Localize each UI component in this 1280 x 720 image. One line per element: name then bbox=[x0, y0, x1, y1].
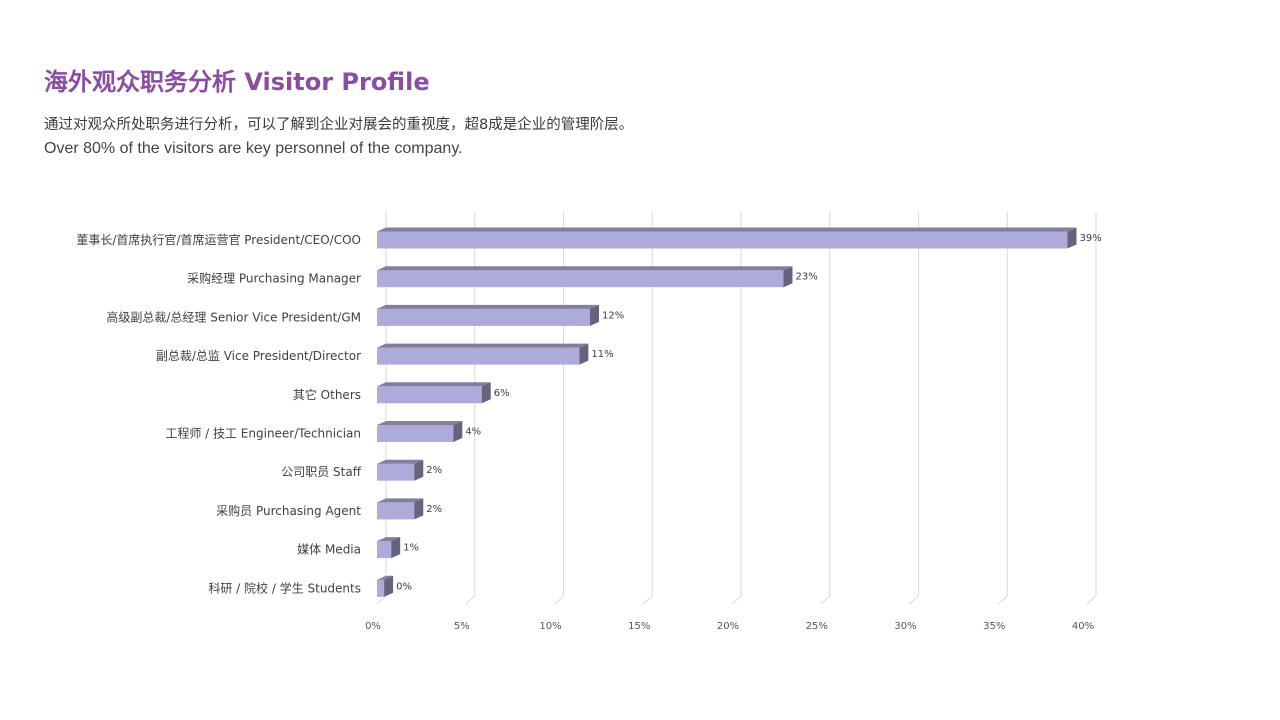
bar-side bbox=[391, 537, 401, 559]
bar bbox=[377, 502, 415, 520]
bar-top bbox=[377, 382, 491, 387]
bar-side bbox=[579, 343, 589, 365]
bar-top bbox=[377, 421, 463, 425]
bar bbox=[377, 425, 454, 442]
gridline-floor bbox=[909, 595, 919, 605]
x-tick-label: 15% bbox=[628, 621, 650, 632]
page-title: 海外观众职务分析 Visitor Profile bbox=[44, 68, 430, 96]
bar bbox=[377, 347, 580, 365]
category-label: 采购经理 Purchasing Manager bbox=[187, 271, 361, 286]
bar-side bbox=[384, 575, 394, 597]
bar-top bbox=[377, 304, 599, 309]
x-tick-label: 30% bbox=[894, 621, 916, 632]
category-label: 副总裁/总监 Vice President/Director bbox=[156, 349, 361, 363]
bar-top bbox=[377, 227, 1077, 232]
gridline-floor bbox=[465, 595, 476, 605]
bar bbox=[377, 308, 590, 326]
x-tick-label: 20% bbox=[717, 621, 739, 632]
bar-side bbox=[453, 421, 463, 442]
gridline-floor bbox=[731, 595, 742, 605]
bar bbox=[377, 579, 385, 597]
category-label: 其它 Others bbox=[293, 387, 361, 402]
gridline-floor bbox=[1086, 595, 1097, 605]
value-label: 11% bbox=[591, 349, 613, 360]
category-label: 采购员 Purchasing Agent bbox=[216, 503, 361, 518]
gridline-floor bbox=[554, 595, 564, 605]
value-label: 2% bbox=[426, 465, 442, 476]
category-label: 董事长/首席执行官/首席运营官 President/CEO/COO bbox=[76, 232, 361, 247]
bar-side bbox=[783, 266, 793, 288]
x-tick-label: 35% bbox=[983, 621, 1005, 632]
x-tick-label: 0% bbox=[365, 621, 381, 632]
value-label: 39% bbox=[1079, 233, 1101, 244]
bar-top bbox=[377, 343, 589, 348]
category-label: 公司职员 Staff bbox=[281, 465, 361, 479]
bar bbox=[377, 463, 415, 481]
value-label: 12% bbox=[602, 310, 624, 321]
value-label: 4% bbox=[465, 427, 481, 438]
gridline-floor bbox=[642, 595, 653, 605]
x-tick-label: 10% bbox=[539, 621, 561, 632]
value-label: 1% bbox=[403, 543, 419, 554]
bar-side bbox=[481, 382, 491, 404]
category-label: 工程师 / 技工 Engineer/Technician bbox=[165, 426, 361, 441]
bar-top bbox=[377, 498, 424, 503]
value-label: 23% bbox=[795, 272, 817, 283]
bar-side bbox=[414, 498, 424, 520]
bar-side bbox=[414, 459, 424, 481]
bar-top bbox=[377, 575, 394, 580]
bar-top bbox=[377, 266, 793, 271]
category-label: 媒体 Media bbox=[297, 543, 361, 557]
value-label: 6% bbox=[494, 388, 510, 399]
gridline-floor bbox=[376, 595, 387, 605]
x-tick-label: 5% bbox=[454, 621, 470, 632]
bar bbox=[377, 270, 784, 288]
description-english: Over 80% of the visitors are key personn… bbox=[44, 140, 463, 157]
gridline-floor bbox=[820, 595, 831, 605]
x-tick-label: 40% bbox=[1072, 621, 1094, 632]
bar bbox=[377, 386, 482, 404]
x-tick-label: 25% bbox=[806, 621, 828, 632]
value-label: 2% bbox=[426, 504, 442, 515]
bar-side bbox=[590, 304, 599, 326]
bar-side bbox=[1067, 227, 1077, 249]
value-label: 0% bbox=[396, 581, 412, 592]
gridline-floor bbox=[997, 595, 1008, 605]
bar bbox=[377, 231, 1068, 249]
bar bbox=[377, 541, 392, 559]
bar-top bbox=[377, 537, 401, 542]
category-label: 高级副总裁/总经理 Senior Vice President/GM bbox=[106, 309, 361, 324]
description-chinese: 通过对观众所处职务进行分析，可以了解到企业对展会的重视度，超8成是企业的管理阶层… bbox=[44, 117, 634, 133]
category-label: 科研 / 院校 / 学生 Students bbox=[208, 580, 361, 595]
bar-top bbox=[377, 459, 424, 464]
